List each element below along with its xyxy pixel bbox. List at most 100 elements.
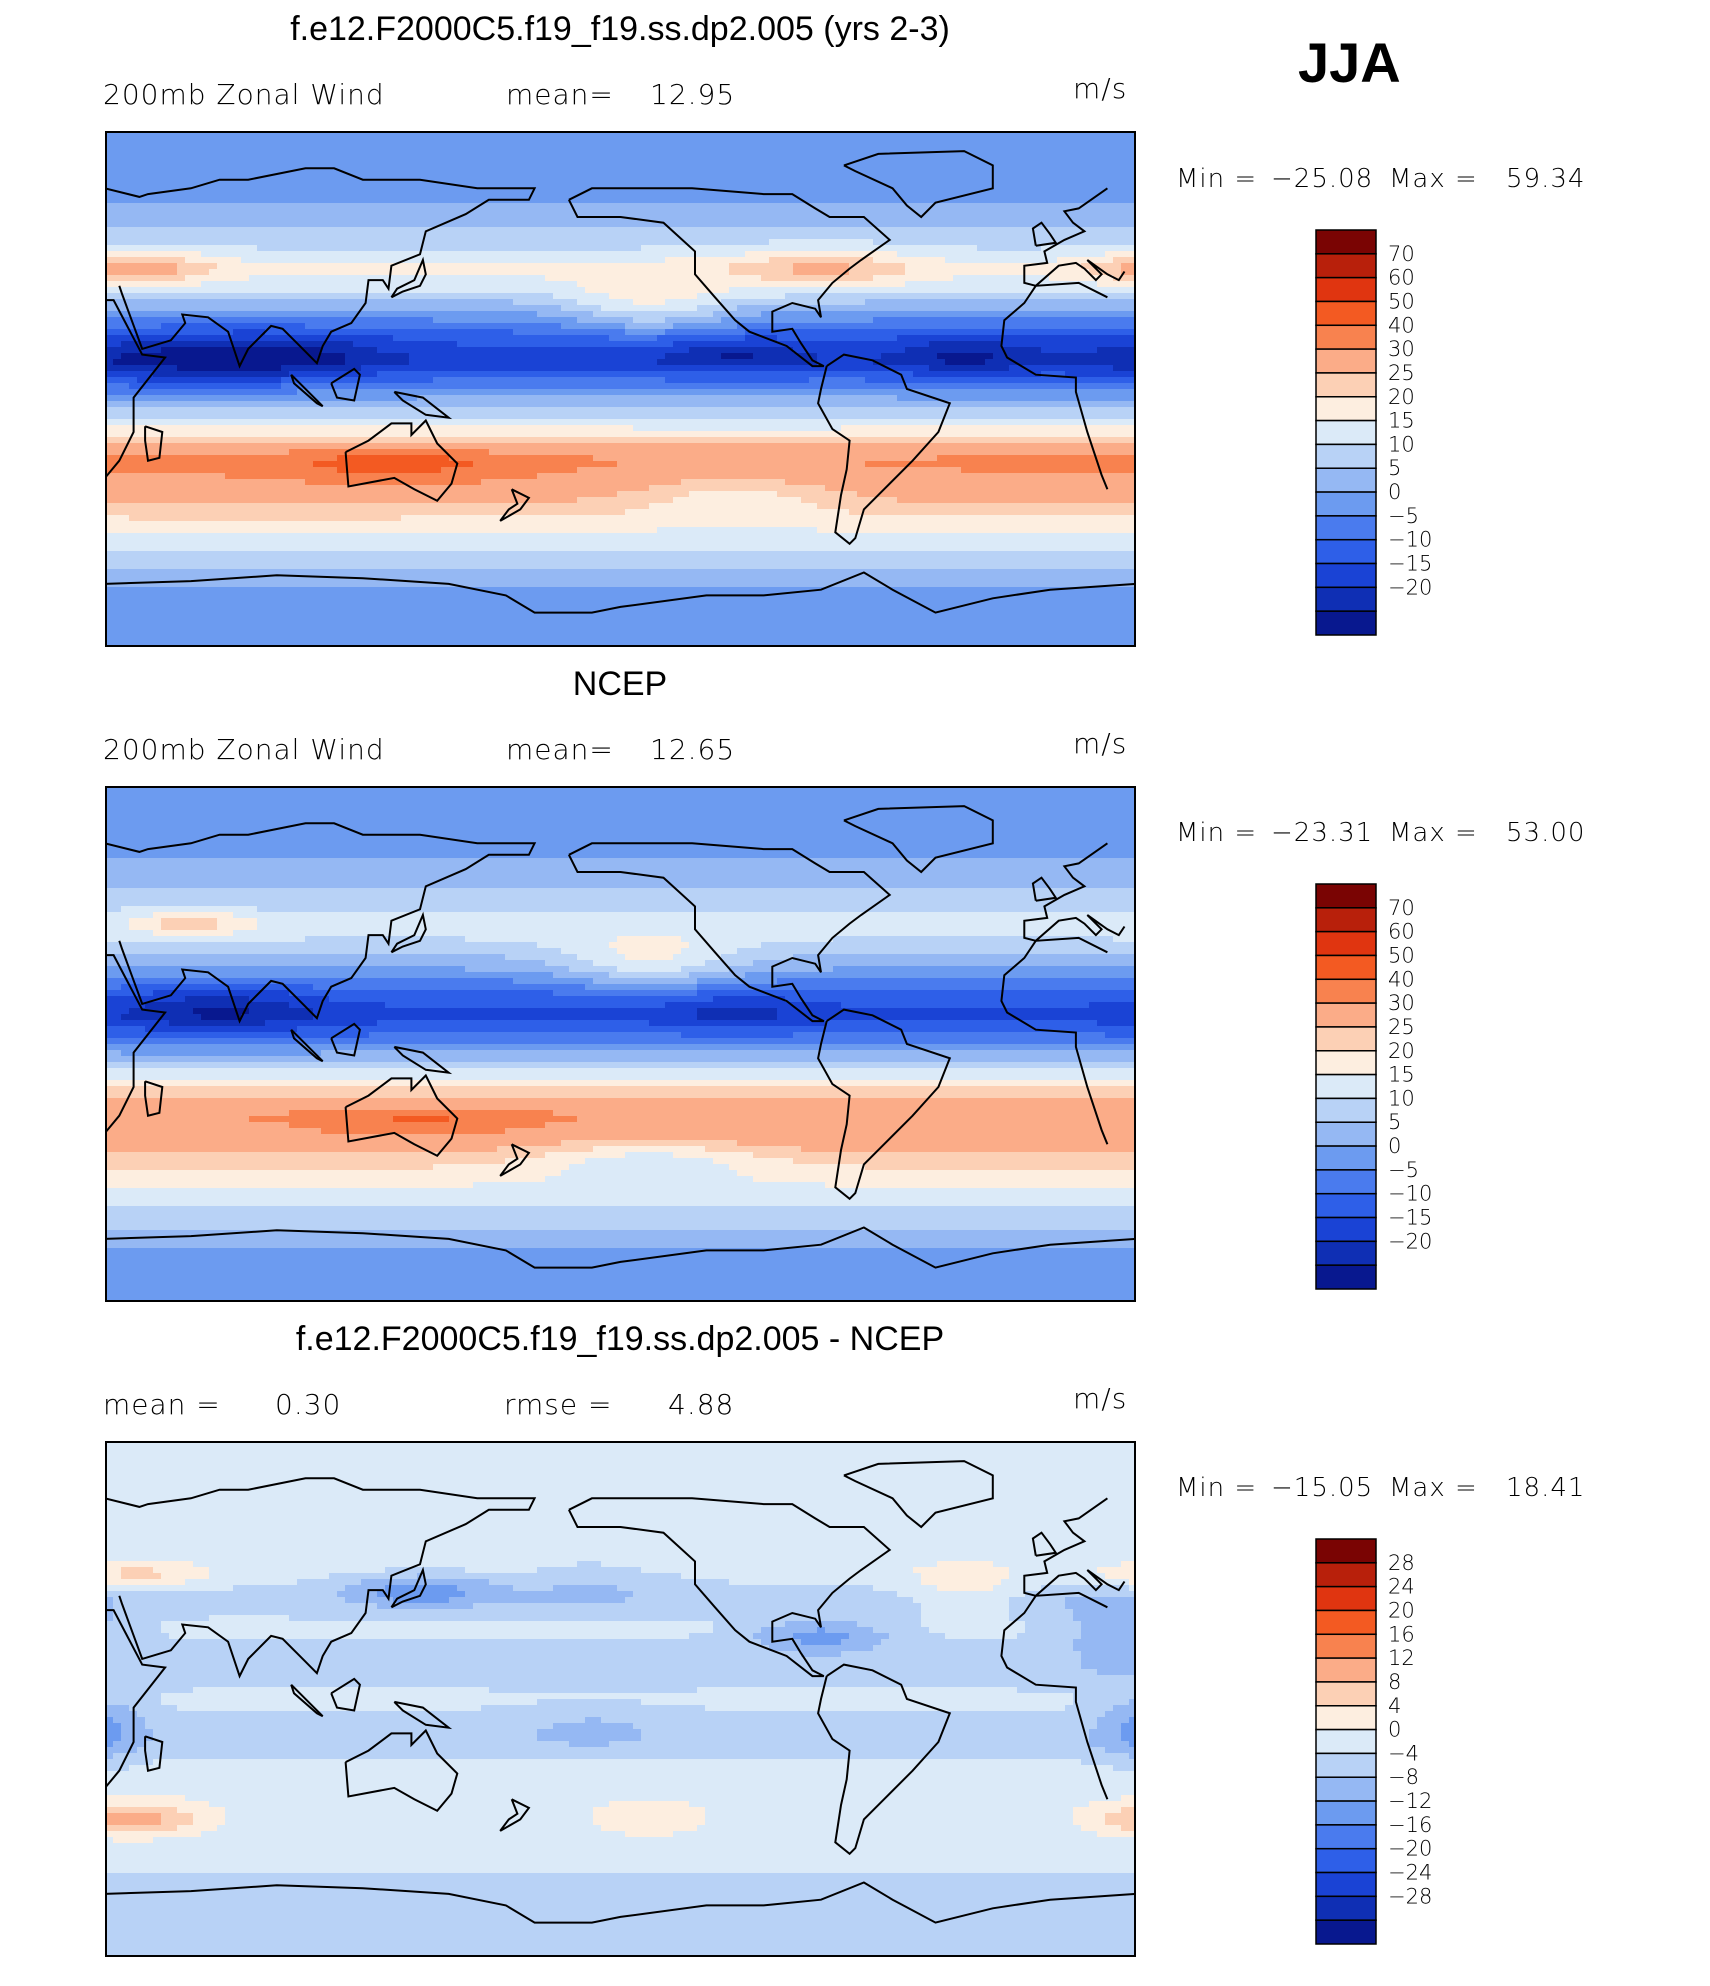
coastlines <box>105 1460 1136 1924</box>
colorbar-swatch <box>1315 1609 1377 1636</box>
colorbar-tick-label: 4 <box>1388 1694 1401 1718</box>
field-shading <box>105 786 1136 1302</box>
panel-2-max-label: Max = <box>1389 818 1478 848</box>
panel-3-min-value: −15.05 <box>1271 1473 1373 1503</box>
panel-1-max-value: 59.34 <box>1506 164 1585 194</box>
coastline-madagascar <box>144 425 164 462</box>
coastline-eurasia <box>105 1477 1126 1679</box>
coastline-sumatra <box>290 373 324 408</box>
map-frame <box>105 1441 1136 1957</box>
panel-3-max-value: 18.41 <box>1506 1473 1585 1503</box>
colorbar-swatch <box>1315 1728 1377 1755</box>
colorbar-tick-label: 24 <box>1388 1575 1415 1599</box>
coastline-newguinea <box>393 1045 453 1075</box>
map-frame <box>105 131 1136 647</box>
colorbar-swatch <box>1315 1097 1377 1123</box>
colorbar-swatch <box>1315 1633 1377 1659</box>
colorbar-tick-label: −10 <box>1388 528 1432 552</box>
colorbar-tick-label: −12 <box>1388 1789 1432 1813</box>
colorbar-tick-label: 15 <box>1388 409 1415 433</box>
panel-3-rmse-value: 4.88 <box>668 1388 734 1421</box>
coastline-australia <box>344 1728 459 1813</box>
coastline-uk <box>1031 221 1058 247</box>
panel-1-mean-value: 12.95 <box>650 78 735 111</box>
coastline-namerica <box>568 1497 892 1678</box>
coastline-newguinea <box>393 1700 453 1730</box>
colorbar-swatch <box>1315 954 1377 981</box>
colorbar-tick-label: 20 <box>1388 1039 1415 1063</box>
colorbar-swatch <box>1315 396 1377 422</box>
colorbar-swatch <box>1315 1657 1377 1683</box>
panel-1-min-label: Min = <box>1176 164 1257 194</box>
coastline-uk <box>1031 876 1058 902</box>
colorbar-tick-label: 25 <box>1388 1015 1415 1039</box>
colorbar-swatch <box>1315 1026 1377 1052</box>
colorbar-tick-label: −16 <box>1388 1813 1432 1837</box>
colorbar-swatch <box>1315 1145 1377 1171</box>
colorbar-tick-label: −15 <box>1388 1206 1432 1230</box>
coastline-japan <box>390 911 427 954</box>
colorbar-tick-label: 70 <box>1388 896 1415 920</box>
colorbar-swatch <box>1315 883 1377 909</box>
coastlines <box>105 150 1136 614</box>
coastline-sumatra <box>290 1028 324 1063</box>
panel-2-title: NCEP <box>105 665 1135 704</box>
colorbar-swatch <box>1315 1240 1377 1266</box>
colorbar-tick-label: 70 <box>1388 242 1415 266</box>
coastline-eurasia <box>105 822 1126 1024</box>
colorbar-tick-label: −8 <box>1388 1765 1419 1789</box>
colorbar-swatch <box>1315 1681 1377 1707</box>
colorbar-swatch <box>1315 372 1377 398</box>
colorbar-swatch <box>1315 1073 1377 1100</box>
coastline-samerica <box>817 353 952 546</box>
colorbar-swatch <box>1315 978 1377 1004</box>
coastline-antarctica <box>105 1226 1136 1269</box>
colorbar-tick-label: 20 <box>1388 385 1415 409</box>
colorbar-swatch <box>1315 1169 1377 1195</box>
colorbar-swatch <box>1315 491 1377 517</box>
panel-2-min-value: −23.31 <box>1271 818 1373 848</box>
panel-3-min-label: Min = <box>1176 1473 1257 1503</box>
colorbar-tick-label: −5 <box>1388 504 1419 528</box>
colorbar-swatch <box>1315 1800 1377 1826</box>
colorbar-swatch <box>1315 1121 1377 1147</box>
colorbar-tick-label: 0 <box>1388 1134 1401 1158</box>
coastline-namerica <box>568 842 892 1023</box>
coastline-sumatra <box>290 1683 324 1718</box>
colorbar-tick-label: 10 <box>1388 432 1415 456</box>
colorbar-tick-label: 10 <box>1388 1086 1415 1110</box>
coastline-australia <box>344 418 459 503</box>
panel-2-mean-value: 12.65 <box>650 733 735 766</box>
coastline-borneo <box>330 367 361 402</box>
colorbar-swatch <box>1315 1538 1377 1564</box>
colorbar-tick-label: −20 <box>1388 575 1432 599</box>
colorbar-swatch <box>1315 1562 1377 1588</box>
colorbar-swatch <box>1315 300 1377 327</box>
colorbar-swatch <box>1315 467 1377 493</box>
colorbar-tick-label: 28 <box>1388 1551 1415 1575</box>
coastline-borneo <box>330 1022 361 1057</box>
colorbar-tick-label: 30 <box>1388 337 1415 361</box>
colorbar-swatch <box>1315 1585 1377 1612</box>
colorbar-tick-label: 12 <box>1388 1646 1415 1670</box>
coastlines <box>105 805 1136 1269</box>
panel-1-variable-label: 200mb Zonal Wind <box>103 78 385 111</box>
colorbar-tick-label: 8 <box>1388 1670 1401 1694</box>
panel-1-map <box>105 131 1136 647</box>
coastline-uk <box>1031 1531 1058 1557</box>
colorbar-swatch <box>1315 348 1377 374</box>
coastline-antarctica <box>105 1881 1136 1924</box>
colorbar-swatch <box>1315 562 1377 589</box>
panel-2-mean-label: mean= <box>506 733 614 766</box>
colorbar-tick-label: 50 <box>1388 943 1415 967</box>
coastline-newzealand <box>499 1798 531 1832</box>
panel-3-mean-label: mean = <box>103 1388 221 1421</box>
coastline-samerica <box>817 1663 952 1856</box>
colorbar-swatch <box>1315 229 1377 255</box>
colorbar-swatch <box>1315 1192 1377 1219</box>
colorbar-swatch <box>1315 586 1377 612</box>
coastline-greenland <box>843 150 994 219</box>
colorbar-tick-label: 40 <box>1388 313 1415 337</box>
panel-2-map <box>105 786 1136 1302</box>
